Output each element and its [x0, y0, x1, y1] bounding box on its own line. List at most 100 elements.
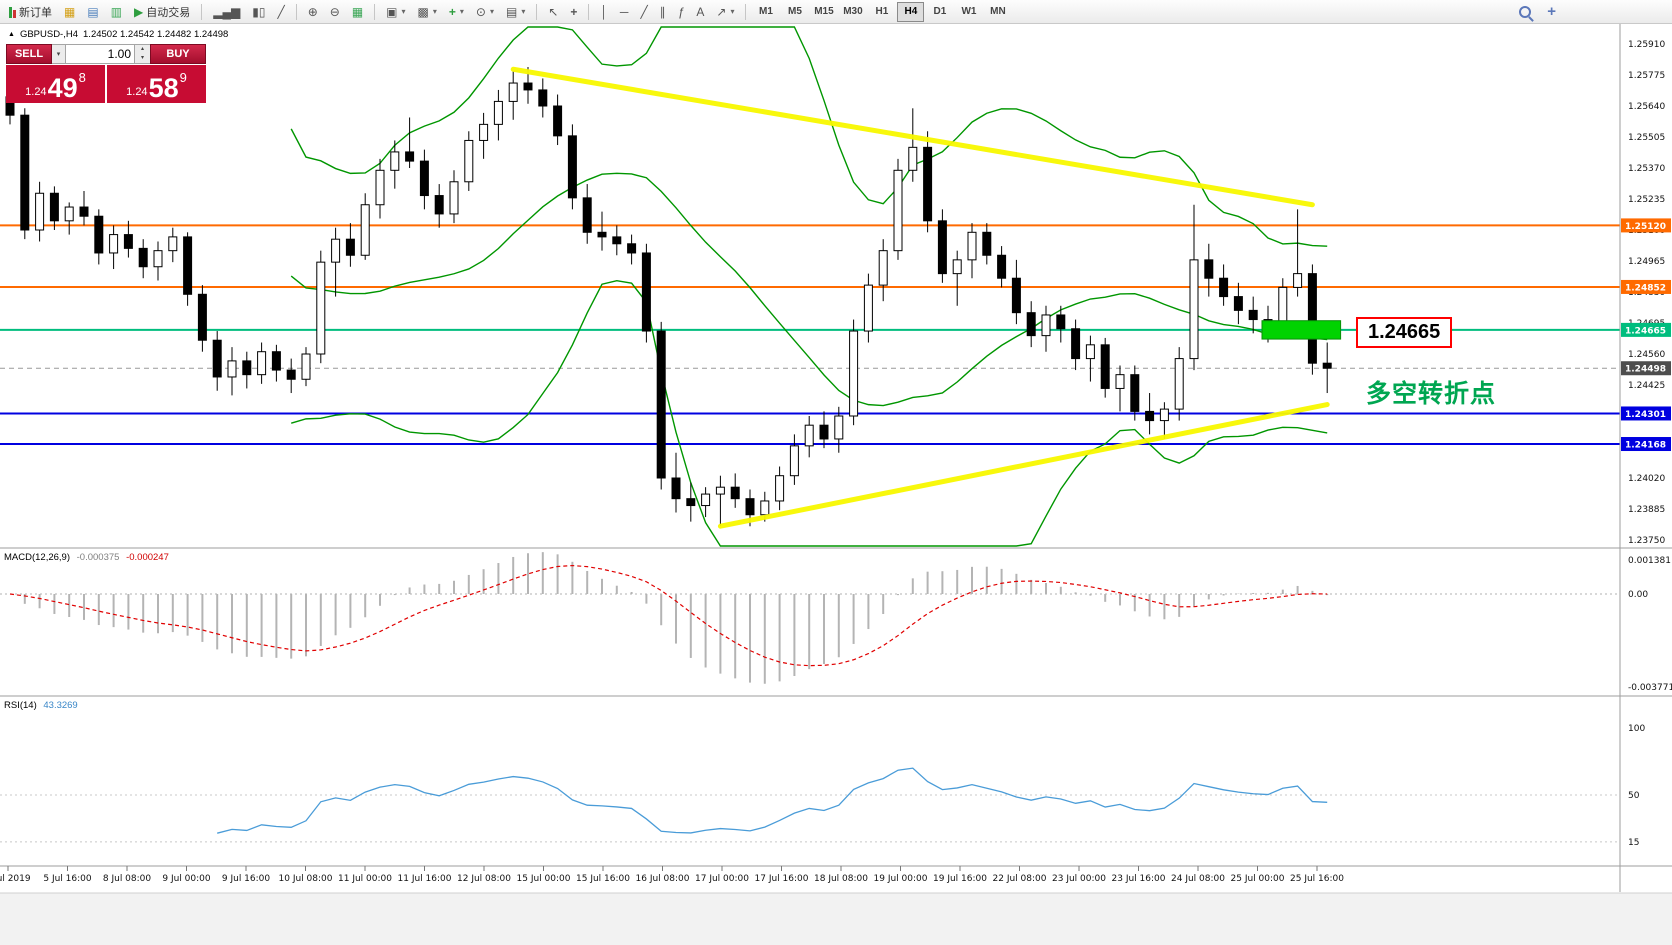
price-callout-label: 1.24665 [1356, 317, 1453, 348]
line-chart-icon: ╱ [277, 4, 285, 19]
terminal-button[interactable]: ▥ [106, 1, 127, 23]
stepper-up-icon[interactable]: ▴ [135, 45, 150, 54]
one-click-trade-panel: SELL ▾ ▴▾ BUY 1.24 49 8 1.24 58 9 [6, 44, 206, 103]
buy-price-display[interactable]: 1.24 58 9 [107, 65, 206, 103]
horizontal-line-icon: ─ [619, 4, 629, 19]
auto-trading-button[interactable]: ▶ 自动交易 [129, 1, 195, 23]
search-icon[interactable] [1519, 5, 1532, 18]
bar-chart-button[interactable]: ▂▄▆ [208, 1, 245, 23]
periods-button[interactable]: ⊙ ▾ [471, 1, 499, 23]
sell-button[interactable]: SELL [6, 44, 52, 64]
separator [374, 3, 376, 20]
svg-text:1.25505: 1.25505 [1628, 133, 1665, 143]
svg-text:9 Jul 16:00: 9 Jul 16:00 [222, 874, 271, 884]
svg-text:15: 15 [1628, 838, 1639, 848]
timeframe-mn-button[interactable]: MN [990, 6, 1006, 17]
svg-text:22 Jul 08:00: 22 Jul 08:00 [993, 874, 1047, 884]
timeframe-h4-button[interactable]: H4 [897, 1, 925, 22]
svg-text:1.23750: 1.23750 [1628, 536, 1665, 546]
bar-chart-icon: ▂▄▆ [213, 4, 241, 19]
timeframe-m5-button[interactable]: M5 [788, 6, 802, 17]
volume-stepper[interactable]: ▴ ▾ [135, 44, 150, 64]
new-order-icon [9, 6, 16, 18]
indicators-button[interactable]: + ▾ [444, 1, 469, 23]
direction-up-icon: ▲ [8, 31, 15, 38]
rsi-value: 43.3269 [43, 700, 78, 711]
line-chart-button[interactable]: ╱ [272, 1, 289, 23]
timeframe-m15-button[interactable]: M15 [814, 6, 834, 17]
cursor-button[interactable]: ↖ [543, 1, 563, 23]
svg-text:10 Jul 08:00: 10 Jul 08:00 [279, 874, 333, 884]
svg-text:1.24020: 1.24020 [1628, 474, 1665, 484]
new-order-button[interactable]: 新订单 [4, 1, 57, 23]
svg-text:1.24965: 1.24965 [1628, 257, 1665, 267]
svg-text:50: 50 [1628, 791, 1640, 801]
svg-text:17 Jul 00:00: 17 Jul 00:00 [695, 874, 749, 884]
svg-text:11 Jul 16:00: 11 Jul 16:00 [398, 874, 452, 884]
text-tool[interactable]: A [691, 1, 709, 23]
svg-text:15 Jul 00:00: 15 Jul 00:00 [517, 874, 571, 884]
svg-text:23 Jul 16:00: 23 Jul 16:00 [1112, 874, 1166, 884]
market-watch-button[interactable]: ▦ [59, 1, 80, 23]
tile-windows-button[interactable]: ▦ [347, 1, 368, 23]
chevron-down-icon: ▾ [730, 7, 735, 16]
svg-text:1.25370: 1.25370 [1628, 164, 1665, 174]
volume-dropdown-icon[interactable]: ▾ [52, 44, 66, 64]
tile-windows-icon: ▦ [351, 4, 364, 19]
separator [536, 3, 538, 20]
svg-text:1.25120: 1.25120 [1625, 222, 1666, 232]
zoom-out-button[interactable]: ⊖ [325, 1, 345, 23]
stepper-down-icon[interactable]: ▾ [135, 54, 150, 63]
symbol-ohlc: 1.24502 1.24542 1.24482 1.24498 [83, 29, 229, 40]
svg-text:8 Jul 08:00: 8 Jul 08:00 [103, 874, 152, 884]
sell-price-display[interactable]: 1.24 49 8 [6, 65, 105, 103]
zoom-in-icon: ⊕ [307, 4, 318, 19]
vertical-line-tool[interactable]: │ [595, 1, 613, 23]
arrows-tool[interactable]: ↗ ▾ [711, 1, 739, 23]
svg-text:1.24301: 1.24301 [1625, 410, 1666, 420]
profiles-button[interactable]: ▩ ▾ [413, 1, 442, 23]
timeframe-m30-button[interactable]: M30 [843, 6, 863, 17]
separator [745, 3, 747, 20]
fibonacci-icon: ƒ [677, 4, 685, 19]
svg-text:23 Jul 00:00: 23 Jul 00:00 [1052, 874, 1106, 884]
trendline-tool[interactable]: ╱ [635, 1, 652, 23]
rsi-name: RSI(14) [4, 700, 37, 711]
buy-button[interactable]: BUY [150, 44, 206, 64]
svg-text:15 Jul 16:00: 15 Jul 16:00 [576, 874, 630, 884]
separator [201, 3, 203, 20]
zoom-in-button[interactable]: ⊕ [303, 1, 323, 23]
timeframe-m1-button[interactable]: M1 [759, 6, 773, 17]
macd-name: MACD(12,26,9) [4, 552, 70, 563]
svg-text:1.24665: 1.24665 [1625, 326, 1666, 336]
timeframe-w1-button[interactable]: W1 [961, 6, 977, 17]
svg-text:12 Jul 08:00: 12 Jul 08:00 [457, 874, 511, 884]
svg-text:1.24852: 1.24852 [1625, 283, 1666, 293]
crosshair-button[interactable]: + [565, 1, 582, 23]
vertical-line-icon: │ [600, 4, 608, 19]
toolbar: 新订单 ▦ ▤ ▥ ▶ 自动交易 ▂▄▆ ▮▯ ╱ ⊕ ⊖ ▦ ▣ ▾ ▩ ▾ + ▾… [0, 0, 1672, 24]
templates-button[interactable]: ▤ ▾ [501, 1, 530, 23]
rsi-indicator-label: RSI(14) 43.3269 [4, 700, 78, 711]
text-icon: A [696, 4, 705, 19]
volume-input[interactable] [66, 44, 135, 64]
timeframe-h1-button[interactable]: H1 [875, 6, 889, 17]
terminal-icon: ▥ [110, 4, 123, 19]
horizontal-line-tool[interactable]: ─ [615, 1, 634, 23]
macd-value-2: -0.000247 [126, 552, 169, 563]
navigator-button[interactable]: ▤ [82, 1, 103, 23]
candlestick-chart-button[interactable]: ▮▯ [247, 1, 270, 23]
navigator-icon: ▤ [87, 4, 99, 19]
new-chart-button[interactable]: ▣ ▾ [381, 1, 410, 23]
new-chart-icon: ▣ [386, 4, 398, 19]
toolbar-right-group: + [1519, 4, 1556, 19]
channel-tool[interactable]: ∥ [655, 1, 671, 23]
fibonacci-tool[interactable]: ƒ [673, 1, 690, 23]
buy-price-pip: 9 [179, 70, 187, 85]
svg-text:5 Jul 16:00: 5 Jul 16:00 [43, 874, 92, 884]
svg-text:5 Jul 2019: 5 Jul 2019 [0, 874, 31, 884]
timeframe-d1-button[interactable]: D1 [933, 6, 947, 17]
add-icon[interactable]: + [1547, 3, 1556, 20]
svg-text:16 Jul 08:00: 16 Jul 08:00 [636, 874, 690, 884]
